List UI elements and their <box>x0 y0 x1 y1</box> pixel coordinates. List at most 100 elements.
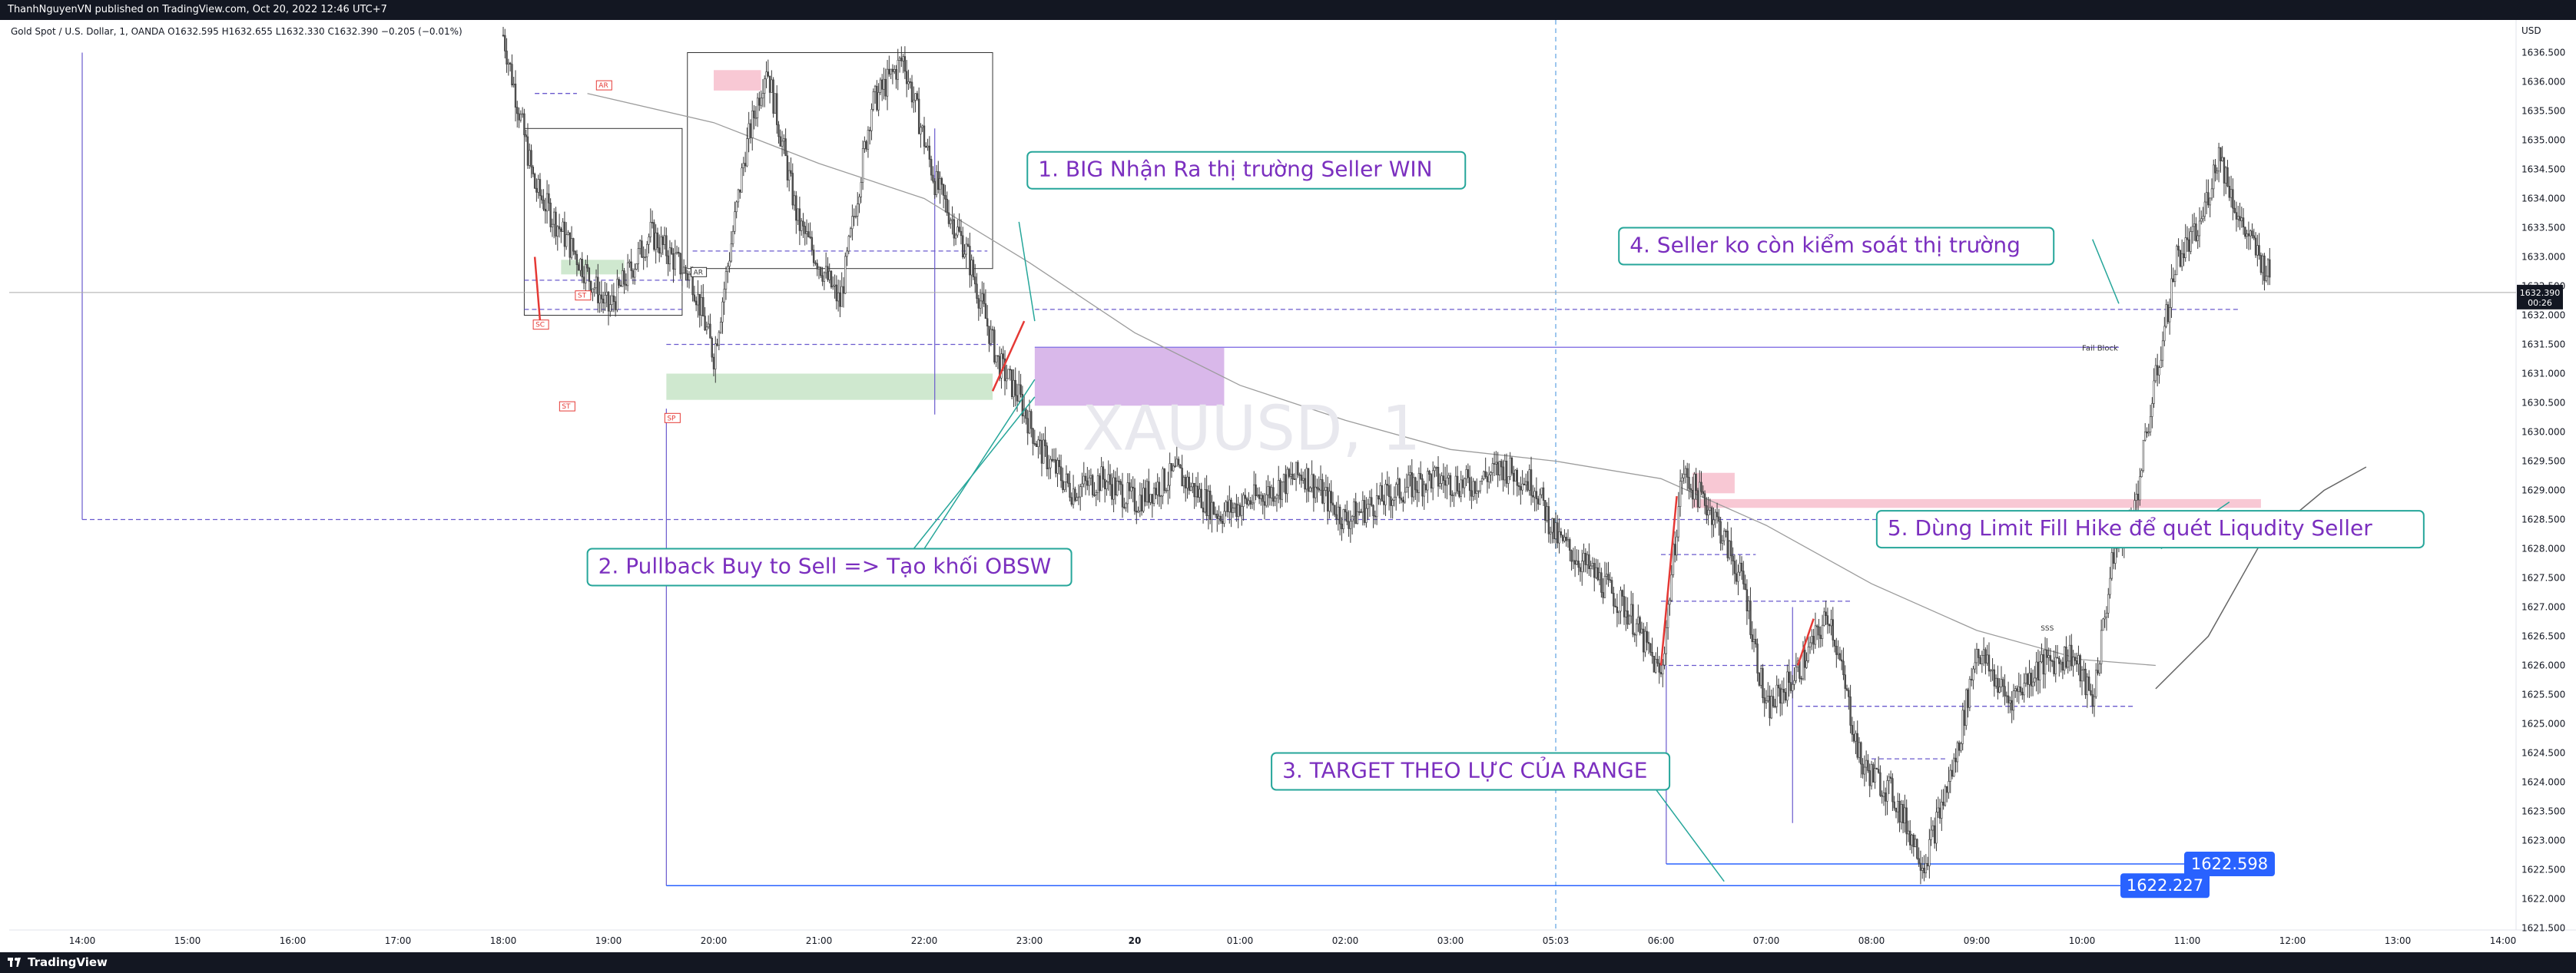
candle[interactable] <box>1968 679 1971 708</box>
candle[interactable] <box>1852 734 1855 742</box>
candle[interactable] <box>1744 584 1746 591</box>
candle[interactable] <box>1288 468 1291 477</box>
candle[interactable] <box>1663 653 1666 666</box>
candle[interactable] <box>1033 443 1036 445</box>
candle[interactable] <box>2184 237 2186 259</box>
candle[interactable] <box>2209 197 2211 206</box>
candle[interactable] <box>963 253 966 258</box>
candle[interactable] <box>569 232 571 258</box>
candle[interactable] <box>1941 802 1943 819</box>
candle[interactable] <box>1253 484 1255 504</box>
candle[interactable] <box>1379 485 1381 500</box>
candle[interactable] <box>965 243 968 255</box>
candle[interactable] <box>2016 688 2018 692</box>
candle[interactable] <box>1728 541 1731 558</box>
candle[interactable] <box>1461 479 1464 488</box>
candle[interactable] <box>1665 627 1668 654</box>
candle[interactable] <box>1062 480 1064 490</box>
candle[interactable] <box>509 62 512 65</box>
candle[interactable] <box>516 107 519 114</box>
candle[interactable] <box>1956 742 1959 763</box>
candle[interactable] <box>1132 486 1134 488</box>
candle[interactable] <box>1018 384 1020 402</box>
candle[interactable] <box>2098 664 2101 673</box>
candle[interactable] <box>1719 521 1722 544</box>
candle[interactable] <box>1544 500 1547 521</box>
candle[interactable] <box>1139 495 1142 511</box>
candle[interactable] <box>2207 192 2210 206</box>
candle[interactable] <box>718 332 721 346</box>
candle[interactable] <box>954 234 957 239</box>
candle[interactable] <box>817 266 821 270</box>
candle[interactable] <box>1958 742 1961 751</box>
candle[interactable] <box>1268 486 1271 498</box>
candle[interactable] <box>1602 592 1604 598</box>
candle[interactable] <box>588 267 591 282</box>
candle[interactable] <box>2242 217 2245 228</box>
candle[interactable] <box>966 243 970 247</box>
candle[interactable] <box>1825 611 1827 616</box>
candle[interactable] <box>895 69 897 80</box>
annotation-box-4[interactable] <box>1618 227 2055 266</box>
candle[interactable] <box>1498 461 1501 475</box>
candle[interactable] <box>1021 394 1024 417</box>
candle[interactable] <box>1740 562 1743 571</box>
candle[interactable] <box>532 167 535 174</box>
candle[interactable] <box>1431 470 1434 489</box>
candle[interactable] <box>1777 684 1780 689</box>
candle[interactable] <box>556 226 559 237</box>
candle[interactable] <box>1588 554 1590 569</box>
candle[interactable] <box>1185 477 1187 488</box>
candle[interactable] <box>1788 671 1790 683</box>
candle[interactable] <box>1003 358 1006 382</box>
candle[interactable] <box>1828 624 1831 627</box>
candle[interactable] <box>1192 482 1194 488</box>
candle[interactable] <box>1523 483 1526 486</box>
candle[interactable] <box>1699 482 1701 508</box>
candle[interactable] <box>1449 475 1452 495</box>
candle[interactable] <box>2070 644 2073 667</box>
candle[interactable] <box>1010 369 1013 398</box>
candle[interactable] <box>1635 623 1638 636</box>
candle[interactable] <box>1158 482 1161 497</box>
candle[interactable] <box>893 69 896 72</box>
candle[interactable] <box>1047 467 1050 469</box>
candle[interactable] <box>600 294 603 300</box>
candle[interactable] <box>1464 478 1466 488</box>
candle[interactable] <box>1197 485 1199 498</box>
candle[interactable] <box>1659 672 1663 674</box>
candle[interactable] <box>1334 505 1336 515</box>
candle[interactable] <box>774 93 777 114</box>
candle[interactable] <box>1324 487 1328 491</box>
candle[interactable] <box>1059 466 1063 482</box>
candle[interactable] <box>2079 655 2081 682</box>
candle[interactable] <box>681 273 684 275</box>
candle[interactable] <box>1378 495 1380 500</box>
candle[interactable] <box>523 113 525 135</box>
candle[interactable] <box>2235 212 2238 220</box>
candle[interactable] <box>1888 776 1891 781</box>
candle[interactable] <box>1346 511 1348 522</box>
candle[interactable] <box>2168 307 2171 323</box>
candle[interactable] <box>1953 757 1955 777</box>
candle[interactable] <box>1848 690 1850 697</box>
candle[interactable] <box>1200 488 1202 508</box>
candle[interactable] <box>1586 554 1589 565</box>
candle[interactable] <box>1758 673 1761 686</box>
candle[interactable] <box>1625 611 1627 617</box>
candle[interactable] <box>1263 501 1266 506</box>
candle[interactable] <box>816 263 818 270</box>
candle[interactable] <box>935 170 938 195</box>
candle[interactable] <box>533 174 536 189</box>
candle[interactable] <box>1116 481 1119 496</box>
candle[interactable] <box>1868 770 1871 786</box>
candle[interactable] <box>549 202 552 227</box>
candle[interactable] <box>883 78 885 90</box>
candle[interactable] <box>2105 613 2108 617</box>
candle[interactable] <box>2142 439 2145 472</box>
candle[interactable] <box>1270 487 1273 498</box>
candle[interactable] <box>1244 495 1247 499</box>
candle[interactable] <box>1723 531 1726 541</box>
candle[interactable] <box>535 187 538 193</box>
candle[interactable] <box>1693 474 1696 500</box>
